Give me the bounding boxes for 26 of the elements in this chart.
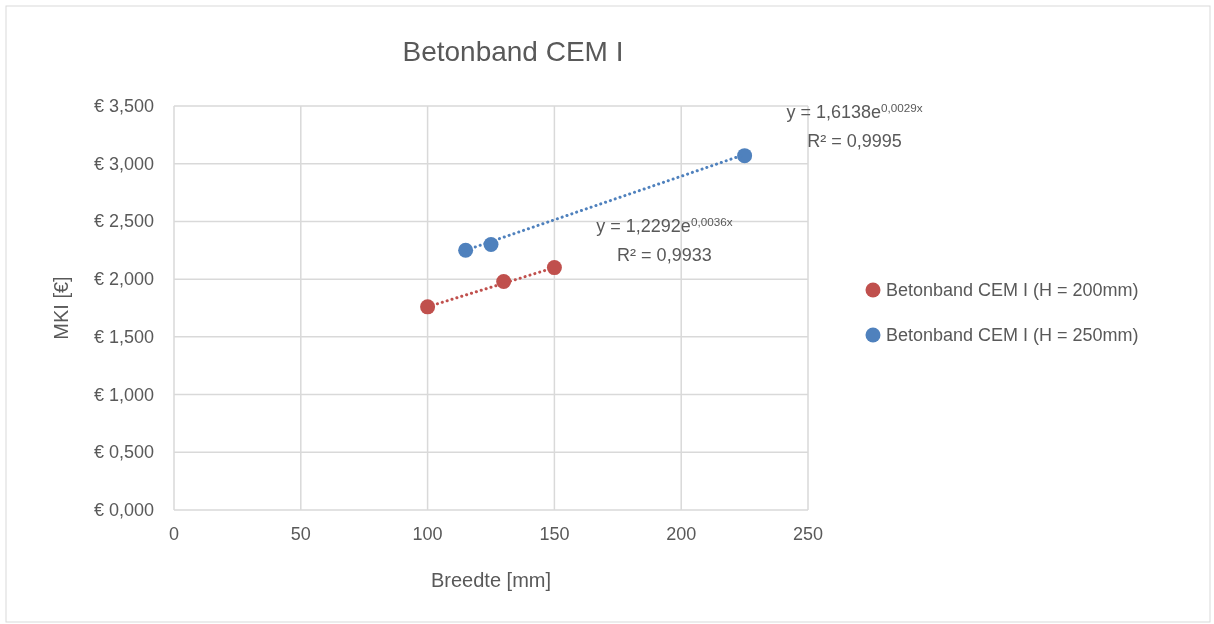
annotation: y = 1,2292e$^{0,0036x}$ xyxy=(596,214,733,236)
annotation: R² = 0,9933 xyxy=(617,244,712,265)
annotation: R² = 0,9995 xyxy=(807,131,902,152)
point xyxy=(458,242,474,258)
y-tick-label: € 3,000 xyxy=(93,153,154,174)
x-tick-label: 0 xyxy=(168,524,180,544)
chart-title: Betonband CEM I xyxy=(402,36,624,67)
point xyxy=(546,260,562,276)
x-axis-title: Breedte [mm] xyxy=(430,569,552,591)
legend-label: Betonband CEM I (H = 250mm) xyxy=(886,325,1139,345)
x-tick-label: 100 xyxy=(412,524,443,544)
x-tick-label: 50 xyxy=(290,524,311,544)
y-tick-label: € 1,000 xyxy=(93,384,154,405)
x-tick-label: 250 xyxy=(792,524,824,544)
y-tick-label: € 2,500 xyxy=(93,211,154,232)
x-tick-label: 150 xyxy=(539,524,570,544)
legend-label: Betonband CEM I (H = 200mm) xyxy=(886,280,1139,300)
point xyxy=(737,148,753,164)
y-tick-label: € 1,500 xyxy=(93,326,154,347)
y-tick-label: € 2,000 xyxy=(93,269,154,290)
y-tick-label: € 3,500 xyxy=(93,96,154,116)
x-tick-label: 200 xyxy=(666,524,697,544)
y-axis-title: MKI [€] xyxy=(50,276,72,340)
y-tick-label: € 0,000 xyxy=(93,500,154,520)
y-tick-label: € 0,500 xyxy=(93,442,154,463)
annotation: y = 1,6138e$^{0,0029x}$ xyxy=(786,100,923,123)
